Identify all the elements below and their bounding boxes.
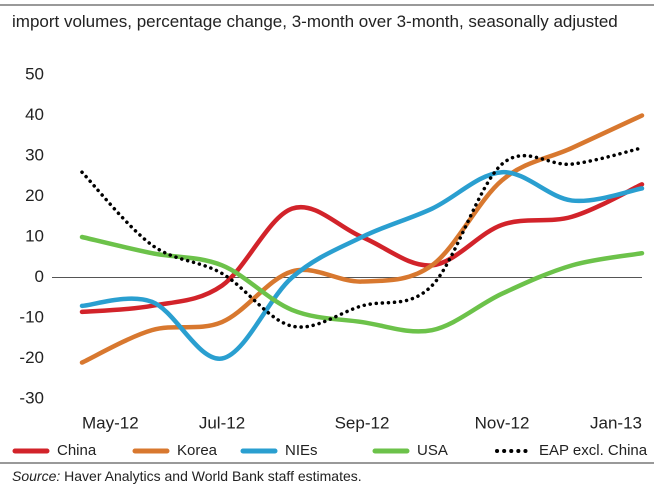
y-tick-label: 30 — [25, 145, 44, 164]
series-line — [79, 169, 645, 361]
legend-label: EAP excl. China — [539, 442, 648, 459]
y-tick-label: -10 — [19, 307, 44, 326]
y-tick-label: 0 — [35, 267, 44, 286]
x-tick-label: Sep-12 — [335, 413, 390, 432]
series-line — [79, 113, 645, 365]
source: Source: Haver Analytics and World Bank s… — [12, 468, 362, 484]
source-label: Source: — [12, 468, 60, 484]
y-tick-label: 50 — [25, 64, 44, 83]
y-tick-label: 40 — [25, 105, 44, 124]
x-tick-label: May-12 — [82, 413, 139, 432]
y-tick-label: -20 — [19, 348, 44, 367]
legend-label: NIEs — [285, 442, 318, 459]
chart-title: import volumes, percentage change, 3-mon… — [12, 12, 618, 31]
x-tick-label: Jan-13 — [590, 413, 642, 432]
series-line — [79, 182, 645, 315]
legend-label: Korea — [177, 442, 218, 459]
x-tick-label: Nov-12 — [475, 413, 530, 432]
series-line — [79, 234, 645, 334]
legend-label: China — [57, 442, 97, 459]
y-tick-label: 10 — [25, 226, 44, 245]
y-tick-label: -30 — [19, 388, 44, 407]
source-text: Haver Analytics and World Bank staff est… — [64, 468, 362, 484]
y-tick-label: 20 — [25, 186, 44, 205]
series-line — [80, 146, 644, 329]
legend-label: USA — [417, 442, 448, 459]
x-tick-label: Jul-12 — [199, 413, 245, 432]
